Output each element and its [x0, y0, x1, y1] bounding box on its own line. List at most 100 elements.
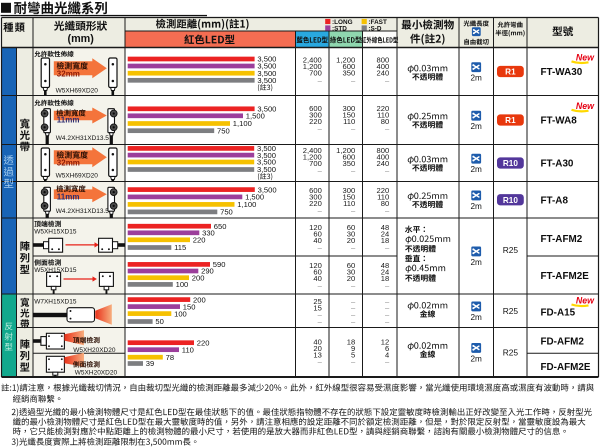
svg-text:FT-WA8: FT-WA8: [541, 116, 578, 127]
svg-text:300: 300: [343, 104, 356, 113]
svg-text:240: 240: [377, 159, 390, 168]
svg-text:600: 600: [309, 186, 322, 195]
svg-text:–: –: [385, 124, 390, 133]
svg-text:1,200: 1,200: [336, 146, 355, 155]
svg-text:3,500: 3,500: [257, 165, 276, 174]
svg-text:5: 5: [351, 350, 355, 359]
svg-text:3,500: 3,500: [258, 185, 277, 194]
svg-text:1,200: 1,200: [303, 62, 322, 71]
svg-text:–: –: [351, 358, 356, 367]
svg-text:New: New: [576, 296, 595, 306]
svg-text:40: 40: [313, 274, 321, 283]
svg-text:–: –: [318, 318, 323, 327]
svg-text:100: 100: [176, 280, 189, 289]
svg-text:–: –: [318, 166, 323, 175]
svg-text:9: 9: [351, 344, 355, 353]
svg-text:600: 600: [309, 104, 322, 113]
svg-text:6: 6: [385, 344, 389, 353]
svg-text:18: 18: [381, 274, 389, 283]
svg-text:3,500: 3,500: [257, 105, 276, 114]
svg-text:18: 18: [347, 337, 355, 346]
svg-text:FD-AFM2E: FD-AFM2E: [541, 362, 591, 373]
svg-text:–: –: [351, 124, 356, 133]
svg-text:30: 30: [347, 268, 355, 277]
svg-text:800: 800: [377, 56, 390, 65]
svg-text::LONG: :LONG: [332, 19, 353, 26]
svg-text:FT-A30: FT-A30: [541, 159, 574, 170]
svg-text:W4.2XH31XD13.5: W4.2XH31XD13.5: [56, 208, 109, 215]
svg-text:2m: 2m: [471, 165, 483, 174]
svg-text:–: –: [385, 318, 390, 327]
svg-text:110: 110: [377, 110, 389, 119]
svg-text:–: –: [351, 297, 356, 306]
svg-text:2m: 2m: [471, 202, 483, 211]
svg-text:700: 700: [309, 159, 322, 168]
svg-text:330: 330: [202, 229, 215, 238]
svg-text:40: 40: [313, 337, 321, 346]
svg-text:590: 590: [213, 260, 226, 269]
svg-text:–: –: [385, 310, 390, 319]
svg-text:–: –: [385, 281, 390, 290]
svg-text:24: 24: [381, 229, 389, 238]
svg-text:300: 300: [309, 193, 322, 202]
svg-text:48: 48: [381, 261, 389, 270]
svg-text:W4.2XH31XD13.5: W4.2XH31XD13.5: [56, 135, 109, 142]
svg-text:40: 40: [313, 236, 321, 245]
svg-text::FAST: :FAST: [368, 19, 387, 26]
svg-text:240: 240: [377, 69, 390, 78]
svg-text:20: 20: [313, 344, 321, 353]
svg-text:–: –: [351, 318, 356, 327]
svg-text:3,500: 3,500: [257, 69, 276, 78]
svg-text:15: 15: [313, 304, 321, 313]
svg-text:–: –: [385, 76, 390, 85]
svg-text:18: 18: [381, 236, 389, 245]
svg-text:–: –: [318, 243, 323, 252]
svg-text:20: 20: [347, 274, 355, 283]
svg-text:New: New: [576, 101, 595, 111]
svg-text:115: 115: [174, 243, 186, 252]
svg-text:80: 80: [381, 117, 389, 126]
svg-text:–: –: [351, 166, 356, 175]
svg-text:48: 48: [381, 223, 389, 232]
svg-text:–: –: [318, 281, 323, 290]
svg-text:R25: R25: [503, 347, 519, 357]
svg-text:400: 400: [377, 62, 390, 71]
svg-text:80: 80: [381, 199, 389, 208]
svg-text:32mm: 32mm: [57, 69, 80, 78]
svg-text:11mm: 11mm: [57, 115, 80, 124]
svg-text:1,500: 1,500: [246, 112, 265, 121]
svg-text:3,500: 3,500: [257, 144, 276, 153]
svg-text:W5XH69XD20: W5XH69XD20: [56, 87, 99, 94]
svg-text:110: 110: [377, 193, 389, 202]
svg-text:–: –: [385, 297, 390, 306]
svg-text:25: 25: [313, 297, 321, 306]
svg-text:3,500: 3,500: [257, 62, 276, 71]
svg-text:R25: R25: [503, 306, 519, 316]
svg-text:13: 13: [313, 350, 321, 359]
svg-text:2m: 2m: [471, 258, 483, 267]
svg-text::STD: :STD: [332, 25, 347, 32]
svg-text:20: 20: [347, 236, 355, 245]
svg-text:–: –: [318, 358, 323, 367]
svg-text:100: 100: [174, 309, 187, 318]
svg-text:600: 600: [343, 152, 356, 161]
svg-text:–: –: [351, 310, 356, 319]
svg-text:–: –: [385, 358, 390, 367]
svg-text:200: 200: [192, 273, 205, 282]
svg-text:–: –: [351, 281, 356, 290]
svg-text:12: 12: [381, 337, 389, 346]
svg-text:–: –: [385, 207, 390, 216]
svg-text:290: 290: [201, 267, 214, 276]
svg-text:300: 300: [343, 186, 356, 195]
svg-text:–: –: [351, 304, 356, 313]
svg-text:50: 50: [155, 317, 163, 326]
svg-text:120: 120: [309, 223, 322, 232]
svg-text:30: 30: [347, 229, 355, 238]
svg-text:60: 60: [347, 261, 355, 270]
svg-text:1,500: 1,500: [245, 193, 264, 202]
svg-text:–: –: [318, 310, 323, 319]
svg-text:750: 750: [220, 208, 233, 217]
svg-text:150: 150: [343, 193, 356, 202]
svg-text:W5XH20XD20: W5XH20XD20: [75, 370, 118, 377]
svg-text:–: –: [385, 304, 390, 313]
